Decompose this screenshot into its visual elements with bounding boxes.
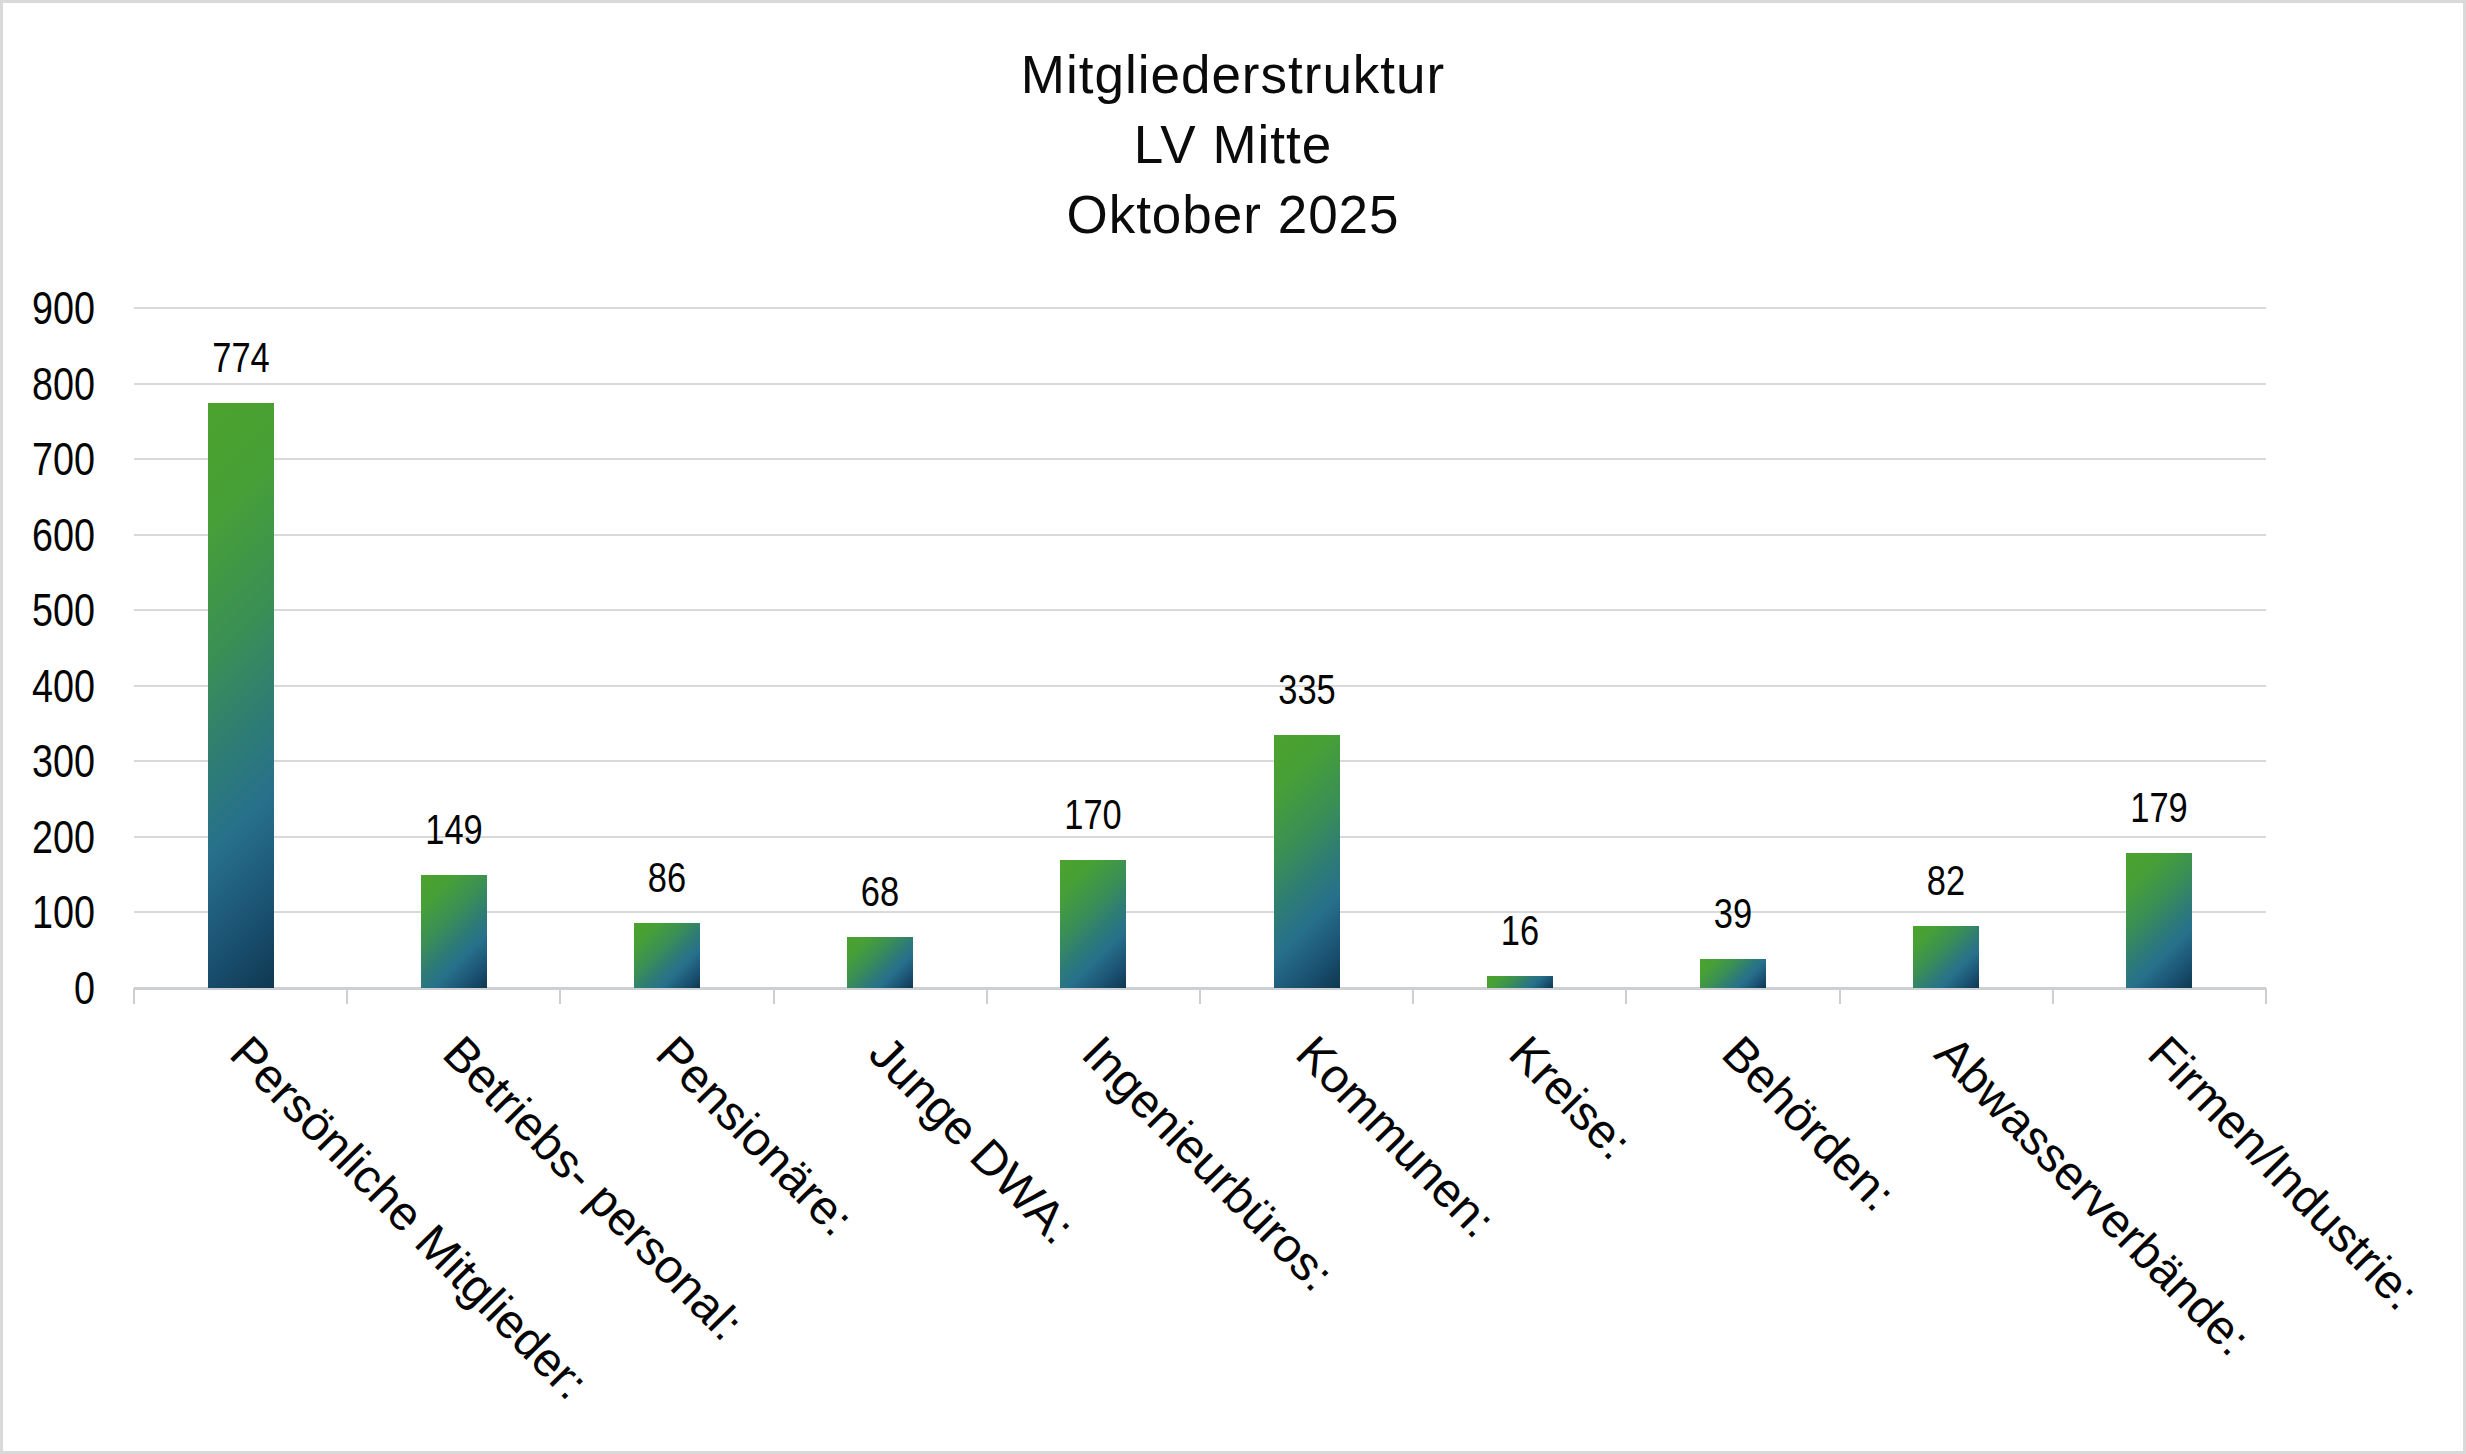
x-axis-tick	[1839, 988, 1841, 1004]
x-axis-tick	[133, 988, 135, 1004]
y-axis-tick-label: 600	[20, 512, 95, 558]
bar	[1487, 976, 1553, 988]
gridline	[134, 534, 2266, 536]
bar	[421, 875, 487, 988]
category-label-text: Pensionäre:	[648, 1028, 862, 1244]
chart-title-line: LV Mitte	[3, 110, 2463, 180]
gridline	[134, 760, 2266, 762]
chart-page: MitgliederstrukturLV MitteOktober 2025 0…	[0, 0, 2466, 1454]
y-axis-tick-label: 800	[20, 361, 95, 407]
bar	[847, 937, 913, 988]
y-axis-tick-label: 100	[20, 889, 95, 935]
y-axis-tick-label: 200	[20, 814, 95, 860]
bar	[1700, 959, 1766, 988]
x-axis-tick	[2052, 988, 2054, 1004]
x-axis-tick	[1199, 988, 1201, 1004]
chart-title-line: Oktober 2025	[3, 180, 2463, 250]
y-axis-tick-label: 300	[20, 738, 95, 784]
category-label-text: Behörden:	[1714, 1028, 1903, 1220]
x-axis-tick	[1412, 988, 1414, 1004]
gridline	[134, 307, 2266, 309]
category-label-text: Kreise:	[1501, 1028, 1640, 1168]
bar-value-label: 335	[1225, 667, 1389, 713]
chart-title: MitgliederstrukturLV MitteOktober 2025	[3, 40, 2463, 250]
bar	[1060, 860, 1126, 988]
bar	[1913, 926, 1979, 988]
bar-value-label: 68	[798, 869, 962, 915]
bar-value-label: 170	[1011, 792, 1175, 838]
bar-value-label: 16	[1438, 908, 1602, 954]
gridline	[134, 609, 2266, 611]
y-axis-tick-label: 700	[20, 436, 95, 482]
bar-value-label: 82	[1864, 858, 2028, 904]
gridline	[134, 383, 2266, 385]
gridline	[134, 685, 2266, 687]
bar	[634, 923, 700, 988]
bar-value-label: 774	[159, 335, 323, 381]
x-axis-tick	[559, 988, 561, 1004]
x-axis-tick	[1625, 988, 1627, 1004]
y-axis-tick-label: 900	[20, 285, 95, 331]
x-axis-tick	[986, 988, 988, 1004]
bar	[1274, 735, 1340, 988]
y-axis-tick-label: 0	[20, 965, 95, 1011]
x-axis-tick	[2265, 988, 2267, 1004]
bar	[208, 403, 274, 988]
chart-title-line: Mitgliederstruktur	[3, 40, 2463, 110]
x-axis-tick	[346, 988, 348, 1004]
category-label-text: Junge DWA:	[861, 1028, 1083, 1253]
bar-value-label: 86	[585, 855, 749, 901]
x-axis-tick	[773, 988, 775, 1004]
y-axis-tick-label: 400	[20, 663, 95, 709]
category-label-text: Persönliche Mitglieder:	[221, 1028, 596, 1408]
bar	[2126, 853, 2192, 988]
category-label: Kreise:	[1535, 1028, 1684, 1076]
gridline	[134, 458, 2266, 460]
bar-value-label: 179	[2077, 785, 2241, 831]
bar-value-label: 149	[372, 807, 536, 853]
category-label: Firmen/Industrie:	[2174, 1028, 2466, 1076]
y-axis-tick-label: 500	[20, 587, 95, 633]
bar-value-label: 39	[1651, 891, 1815, 937]
category-label-text: Kommunen:	[1287, 1028, 1503, 1246]
